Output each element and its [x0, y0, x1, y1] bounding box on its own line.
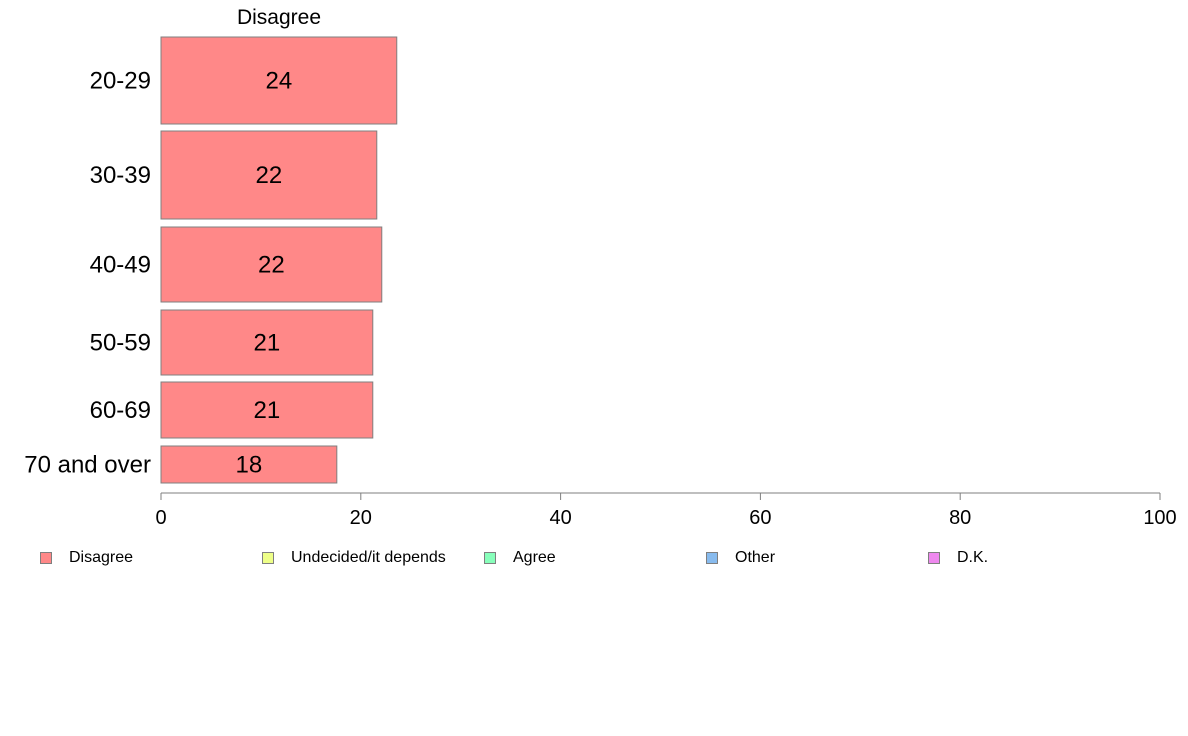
legend-swatch-dk	[928, 552, 940, 564]
category-label: 60-69	[90, 397, 151, 424]
category-label: 40-49	[90, 252, 151, 279]
x-tick-label: 80	[949, 507, 971, 529]
legend-label-dk: D.K.	[957, 549, 989, 566]
x-tick-label: 60	[749, 507, 771, 529]
legend-item-dk: D.K.	[928, 548, 988, 568]
category-label: 30-39	[90, 162, 151, 189]
legend-swatch-disagree	[40, 552, 52, 564]
bar-value-label: 21	[254, 397, 281, 424]
bar-50-59	[160, 309, 374, 376]
legend-label-undecided: Undecided/it depends	[291, 549, 446, 566]
category-label: 50-59	[90, 330, 151, 357]
legend-label-other: Other	[735, 549, 776, 566]
bar-30-39	[160, 130, 378, 220]
bars-group: 24 20-29 22 30-39 22 40-49 21 50-59 21 60-69 18 70 …	[24, 36, 398, 484]
legend-swatch-other	[706, 552, 718, 564]
x-tick-label: 40	[549, 507, 571, 529]
legend-swatch-agree	[484, 552, 496, 564]
bar-20-29	[160, 36, 398, 125]
bar-value-label: 22	[256, 162, 283, 189]
x-tick-label: 20	[350, 507, 372, 529]
bar-60-69	[160, 381, 374, 439]
legend-label-disagree: Disagree	[69, 549, 134, 566]
legend-item-other: Other	[706, 548, 775, 568]
legend: Disagree Undecided/it depends Agree Othe…	[0, 548, 1188, 568]
bar-value-label: 21	[254, 330, 281, 357]
bar-40-49	[160, 226, 383, 303]
x-tick-label: 100	[1143, 507, 1176, 529]
legend-item-agree: Agree	[484, 548, 556, 568]
legend-label-agree: Agree	[513, 549, 556, 566]
category-label: 20-29	[90, 68, 151, 95]
legend-item-undecided: Undecided/it depends	[262, 548, 446, 568]
legend-item-disagree: Disagree	[40, 548, 133, 568]
x-axis: 0 20 40 60 80 100	[155, 492, 1177, 529]
category-label: 70 and over	[24, 452, 151, 479]
bar-value-label: 24	[266, 68, 293, 95]
bar-value-label: 22	[258, 252, 285, 279]
bar-70-and-over	[160, 445, 338, 484]
legend-swatch-undecided	[262, 552, 274, 564]
panel-title: Disagree	[237, 6, 321, 29]
x-tick-label: 0	[155, 507, 166, 529]
bar-value-label: 18	[236, 452, 263, 479]
